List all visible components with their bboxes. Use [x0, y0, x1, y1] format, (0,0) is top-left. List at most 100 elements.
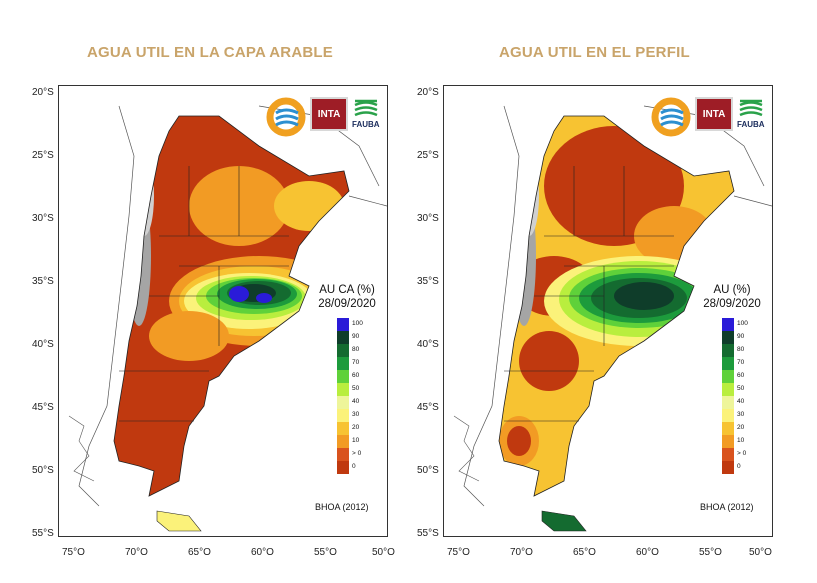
legend-label: 30 [352, 411, 360, 418]
legend-title: AU CA (%) 28/09/2020 [308, 283, 386, 311]
fauba-label: FAUBA [352, 120, 380, 129]
legend-label: 60 [737, 372, 745, 379]
legend-label: 80 [352, 346, 360, 353]
legend-label: 10 [737, 437, 745, 444]
lat-label: 35°S [417, 276, 439, 287]
legend-label: 100 [737, 320, 748, 327]
lon-label: 60°O [251, 547, 274, 558]
lon-label: 65°O [188, 547, 211, 558]
legend-swatch [722, 344, 734, 357]
legend-title: AU (%) 28/09/2020 [693, 283, 771, 311]
legend-label: 40 [737, 398, 745, 405]
lon-label: 55°O [314, 547, 337, 558]
legend-label: 60 [352, 372, 360, 379]
inta-logo: INTA [310, 97, 348, 131]
legend-swatch [722, 448, 734, 461]
lat-label: 55°S [32, 528, 54, 539]
legend-label: 30 [737, 411, 745, 418]
argentina-map-arable [68, 105, 388, 532]
legend-variable: AU CA (%) [319, 284, 375, 296]
legend-date: 28/09/2020 [703, 298, 761, 310]
legend-label: 50 [352, 385, 360, 392]
legend-label: 20 [352, 424, 360, 431]
legend-label: 90 [737, 333, 745, 340]
legend-swatch [722, 422, 734, 435]
legend-swatch [722, 318, 734, 331]
legend-variable: AU (%) [713, 284, 751, 296]
lon-label: 50°O [372, 547, 395, 558]
legend-swatch [722, 383, 734, 396]
lat-label: 30°S [32, 213, 54, 224]
legend-swatch [722, 357, 734, 370]
map-panel-profile: 20°S 25°S 30°S 35°S 40°S 45°S 50°S 55°S … [417, 85, 773, 558]
legend-swatch [337, 448, 349, 461]
legend-label: 90 [352, 333, 360, 340]
lat-label: 20°S [32, 87, 54, 98]
legend-swatch [722, 396, 734, 409]
lat-label: 55°S [417, 528, 439, 539]
lon-label: 55°O [699, 547, 722, 558]
legend-label: 100 [352, 320, 363, 327]
logos: INTA FAUBA [266, 97, 380, 137]
legend-label: 40 [352, 398, 360, 405]
legend-date: 28/09/2020 [318, 298, 376, 310]
legend-swatch [337, 422, 349, 435]
legend: 100 90 80 70 60 50 40 30 20 10 > 0 0 [722, 318, 762, 514]
legend-swatch [722, 435, 734, 448]
legend-swatch [722, 461, 734, 474]
legend-swatch [337, 383, 349, 396]
lat-label: 25°S [417, 150, 439, 161]
sun-water-logo [266, 97, 306, 137]
legend-label: 80 [737, 346, 745, 353]
fauba-icon [353, 98, 378, 118]
legend: 100 90 80 70 60 50 40 30 20 10 > 0 0 [337, 318, 377, 514]
lat-label: 40°S [417, 339, 439, 350]
fauba-logo: FAUBA [352, 97, 380, 129]
lon-label: 70°O [510, 547, 533, 558]
lon-label: 60°O [636, 547, 659, 558]
lat-label: 30°S [417, 213, 439, 224]
legend-swatch [722, 370, 734, 383]
legend-swatch [337, 461, 349, 474]
legend-swatch [337, 409, 349, 422]
lon-label: 70°O [125, 547, 148, 558]
inta-logo: INTA [695, 97, 733, 131]
legend-swatch [722, 409, 734, 422]
legend-swatch [337, 370, 349, 383]
lon-label: 65°O [573, 547, 596, 558]
source-label: BHOA (2012) [315, 502, 369, 512]
source-label: BHOA (2012) [700, 502, 754, 512]
lat-label: 25°S [32, 150, 54, 161]
lat-label: 50°S [417, 465, 439, 476]
fauba-icon [738, 98, 763, 118]
panel-title-arable: AGUA UTIL EN LA CAPA ARABLE [87, 44, 333, 61]
legend-label: 10 [352, 437, 360, 444]
legend-label: 50 [737, 385, 745, 392]
legend-label: 0 [352, 463, 356, 470]
lon-label: 50°O [749, 547, 772, 558]
legend-swatch [337, 331, 349, 344]
legend-swatch [337, 344, 349, 357]
map-panel-arable: 20°S 25°S 30°S 35°S 40°S 45°S 50°S 55°S … [32, 85, 395, 558]
argentina-map-profile [453, 105, 773, 532]
legend-label: 0 [737, 463, 741, 470]
lat-label: 50°S [32, 465, 54, 476]
lat-label: 45°S [417, 402, 439, 413]
fauba-label: FAUBA [737, 120, 765, 129]
legend-label: 70 [352, 359, 360, 366]
map-frame [443, 85, 773, 537]
legend-swatch [337, 435, 349, 448]
legend-label: > 0 [737, 450, 747, 457]
legend-swatch [337, 318, 349, 331]
panel-title-profile: AGUA UTIL EN EL PERFIL [499, 44, 690, 61]
lon-label: 75°O [62, 547, 85, 558]
lat-label: 45°S [32, 402, 54, 413]
legend-swatch [337, 396, 349, 409]
legend-swatch [337, 357, 349, 370]
legend-label: 70 [737, 359, 745, 366]
lat-label: 20°S [417, 87, 439, 98]
fauba-logo: FAUBA [737, 97, 765, 129]
lat-label: 35°S [32, 276, 54, 287]
lon-label: 75°O [447, 547, 470, 558]
logos: INTA FAUBA [651, 97, 765, 137]
